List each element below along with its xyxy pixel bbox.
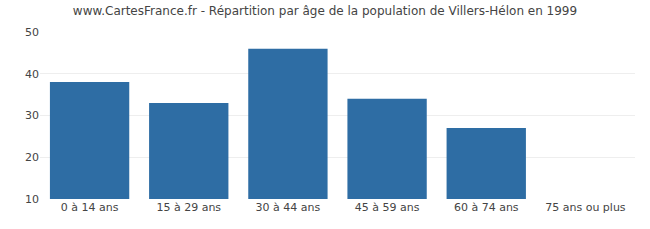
svg-text:30 à 44 ans: 30 à 44 ans (256, 201, 321, 214)
svg-text:20: 20 (25, 151, 39, 164)
svg-text:10: 10 (25, 193, 39, 206)
svg-text:15 à 29 ans: 15 à 29 ans (156, 201, 221, 214)
svg-text:60 à 74 ans: 60 à 74 ans (454, 201, 519, 214)
svg-text:45 à 59 ans: 45 à 59 ans (355, 201, 420, 214)
svg-text:www.CartesFrance.fr - Répartit: www.CartesFrance.fr - Répartition par âg… (73, 4, 577, 18)
svg-text:0 à 14 ans: 0 à 14 ans (61, 201, 119, 214)
svg-text:30: 30 (25, 109, 39, 122)
svg-text:40: 40 (25, 68, 39, 81)
svg-text:75 ans ou plus: 75 ans ou plus (545, 201, 626, 214)
svg-text:50: 50 (25, 26, 39, 39)
